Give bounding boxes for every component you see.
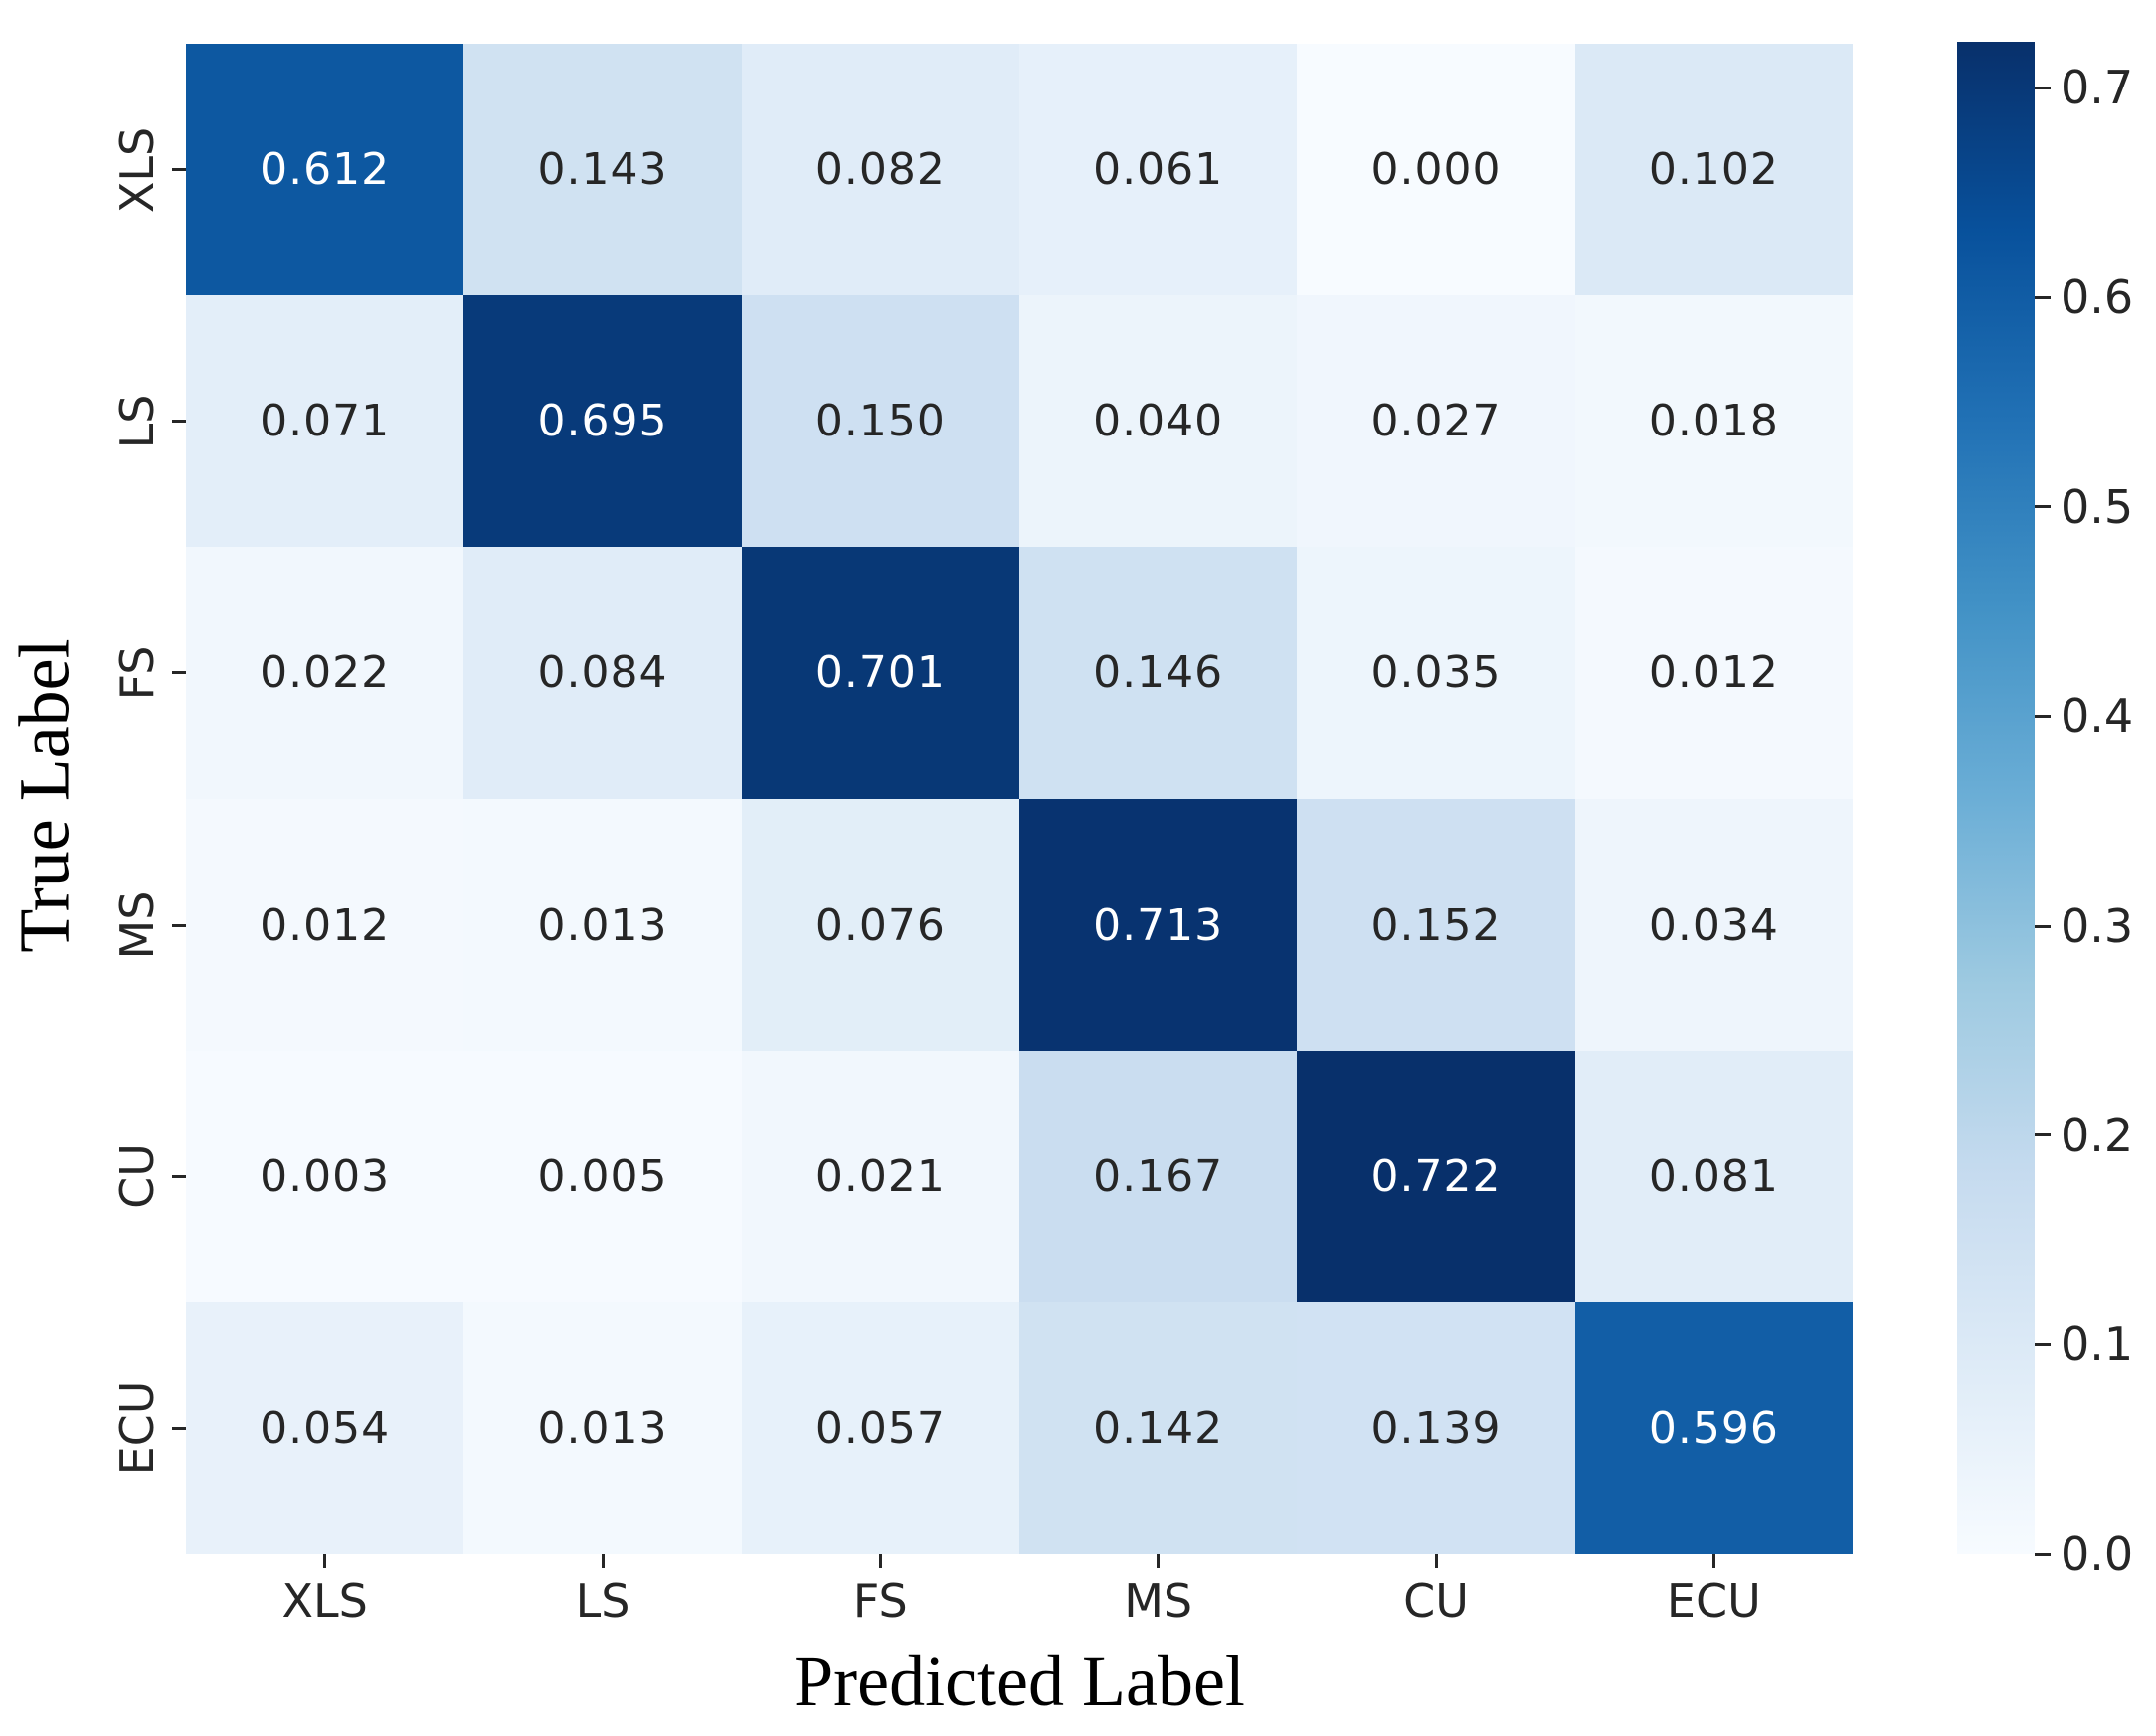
- heatmap-grid: 0.612 0.143 0.082 0.061 0.000 0.102 0.071 0.695…: [186, 44, 1853, 1554]
- y-tick-label-MS: MS: [110, 890, 164, 959]
- colorbar-tick-mark: [2035, 295, 2051, 299]
- heatmap-cell-FS-MS: 0.146: [1019, 547, 1298, 799]
- y-tick-label-LS: LS: [110, 394, 164, 449]
- heatmap-cell-LS-MS: 0.040: [1019, 295, 1298, 548]
- colorbar-tick-label-0.0: 0.0: [2061, 1527, 2134, 1581]
- colorbar-tick-mark: [2035, 86, 2051, 89]
- colorbar-tick-mark: [2035, 1133, 2051, 1137]
- heatmap-cell-CU-MS: 0.167: [1019, 1050, 1298, 1302]
- heatmap-cell-FS-FS: 0.701: [741, 547, 1019, 799]
- heatmap-cell-CU-FS: 0.021: [741, 1050, 1019, 1302]
- heatmap-cell-LS-ECU: 0.018: [1574, 295, 1853, 548]
- heatmap-cell-CU-CU: 0.722: [1297, 1050, 1575, 1302]
- heatmap-cell-LS-FS: 0.150: [741, 295, 1019, 548]
- heatmap-cell-CU-LS: 0.005: [463, 1050, 742, 1302]
- heatmap-cell-XLS-LS: 0.143: [463, 44, 742, 296]
- colorbar-tick-label-0.5: 0.5: [2061, 479, 2134, 534]
- heatmap-cell-ECU-CU: 0.139: [1297, 1302, 1575, 1554]
- y-axis-title: True Label: [4, 638, 85, 953]
- x-tick-mark: [323, 1554, 327, 1568]
- y-tick-mark: [172, 1426, 186, 1430]
- y-tick-label-CU: CU: [110, 1143, 164, 1210]
- y-tick-mark: [172, 671, 186, 675]
- x-tick-label-XLS: XLS: [281, 1574, 368, 1628]
- heatmap-cell-CU-ECU: 0.081: [1574, 1050, 1853, 1302]
- heatmap-cell-LS-LS: 0.695: [463, 295, 742, 548]
- y-tick-mark: [172, 168, 186, 172]
- x-tick-label-FS: FS: [852, 1574, 908, 1628]
- x-tick-label-MS: MS: [1124, 1574, 1193, 1628]
- heatmap-cell-XLS-ECU: 0.102: [1574, 44, 1853, 296]
- colorbar-tick-label-0.7: 0.7: [2061, 61, 2134, 115]
- x-tick-mark: [601, 1554, 605, 1568]
- colorbar-tick-label-0.1: 0.1: [2061, 1317, 2134, 1372]
- heatmap-cell-LS-CU: 0.027: [1297, 295, 1575, 548]
- x-tick-label-ECU: ECU: [1666, 1574, 1761, 1628]
- heatmap-cell-FS-XLS: 0.022: [186, 547, 464, 799]
- heatmap-cell-MS-CU: 0.152: [1297, 798, 1575, 1051]
- x-tick-label-CU: CU: [1403, 1574, 1469, 1628]
- heatmap-cell-MS-FS: 0.076: [741, 798, 1019, 1051]
- heatmap-cell-CU-XLS: 0.003: [186, 1050, 464, 1302]
- colorbar-tick-label-0.4: 0.4: [2061, 689, 2134, 744]
- y-tick-mark: [172, 1174, 186, 1178]
- y-tick-mark: [172, 420, 186, 424]
- heatmap-cell-ECU-FS: 0.057: [741, 1302, 1019, 1554]
- colorbar-tick-label-0.2: 0.2: [2061, 1108, 2134, 1162]
- x-tick-mark: [1711, 1554, 1715, 1568]
- heatmap-cell-MS-LS: 0.013: [463, 798, 742, 1051]
- heatmap-cell-ECU-ECU: 0.596: [1574, 1302, 1853, 1554]
- heatmap-cell-FS-LS: 0.084: [463, 547, 742, 799]
- heatmap-cell-XLS-FS: 0.082: [741, 44, 1019, 296]
- heatmap-cell-ECU-LS: 0.013: [463, 1302, 742, 1554]
- y-tick-label-XLS: XLS: [110, 126, 164, 213]
- colorbar-tick-mark: [2035, 1342, 2051, 1346]
- heatmap-cell-ECU-MS: 0.142: [1019, 1302, 1298, 1554]
- heatmap-cell-XLS-XLS: 0.612: [186, 44, 464, 296]
- heatmap-cell-FS-ECU: 0.012: [1574, 547, 1853, 799]
- colorbar-tick-mark: [2035, 714, 2051, 718]
- heatmap-cell-FS-CU: 0.035: [1297, 547, 1575, 799]
- y-tick-mark: [172, 923, 186, 927]
- heatmap-cell-MS-ECU: 0.034: [1574, 798, 1853, 1051]
- colorbar-tick-mark: [2035, 505, 2051, 509]
- x-tick-mark: [1434, 1554, 1438, 1568]
- heatmap-cell-XLS-MS: 0.061: [1019, 44, 1298, 296]
- x-tick-label-LS: LS: [575, 1574, 630, 1628]
- heatmap-cell-XLS-CU: 0.000: [1297, 44, 1575, 296]
- x-tick-mark: [1157, 1554, 1161, 1568]
- colorbar-tick-mark: [2035, 924, 2051, 928]
- heatmap-cell-MS-MS: 0.713: [1019, 798, 1298, 1051]
- heatmap-cell-LS-XLS: 0.071: [186, 295, 464, 548]
- colorbar-gradient: [1957, 42, 2035, 1554]
- colorbar-tick-mark: [2035, 1552, 2051, 1556]
- heatmap-cell-ECU-XLS: 0.054: [186, 1302, 464, 1554]
- y-tick-label-FS: FS: [110, 645, 164, 701]
- x-tick-mark: [878, 1554, 882, 1568]
- colorbar-tick-label-0.6: 0.6: [2061, 270, 2134, 324]
- y-tick-label-ECU: ECU: [110, 1380, 164, 1476]
- colorbar-tick-label-0.3: 0.3: [2061, 899, 2134, 953]
- x-axis-title: Predicted Label: [794, 1642, 1245, 1721]
- heatmap-cell-MS-XLS: 0.012: [186, 798, 464, 1051]
